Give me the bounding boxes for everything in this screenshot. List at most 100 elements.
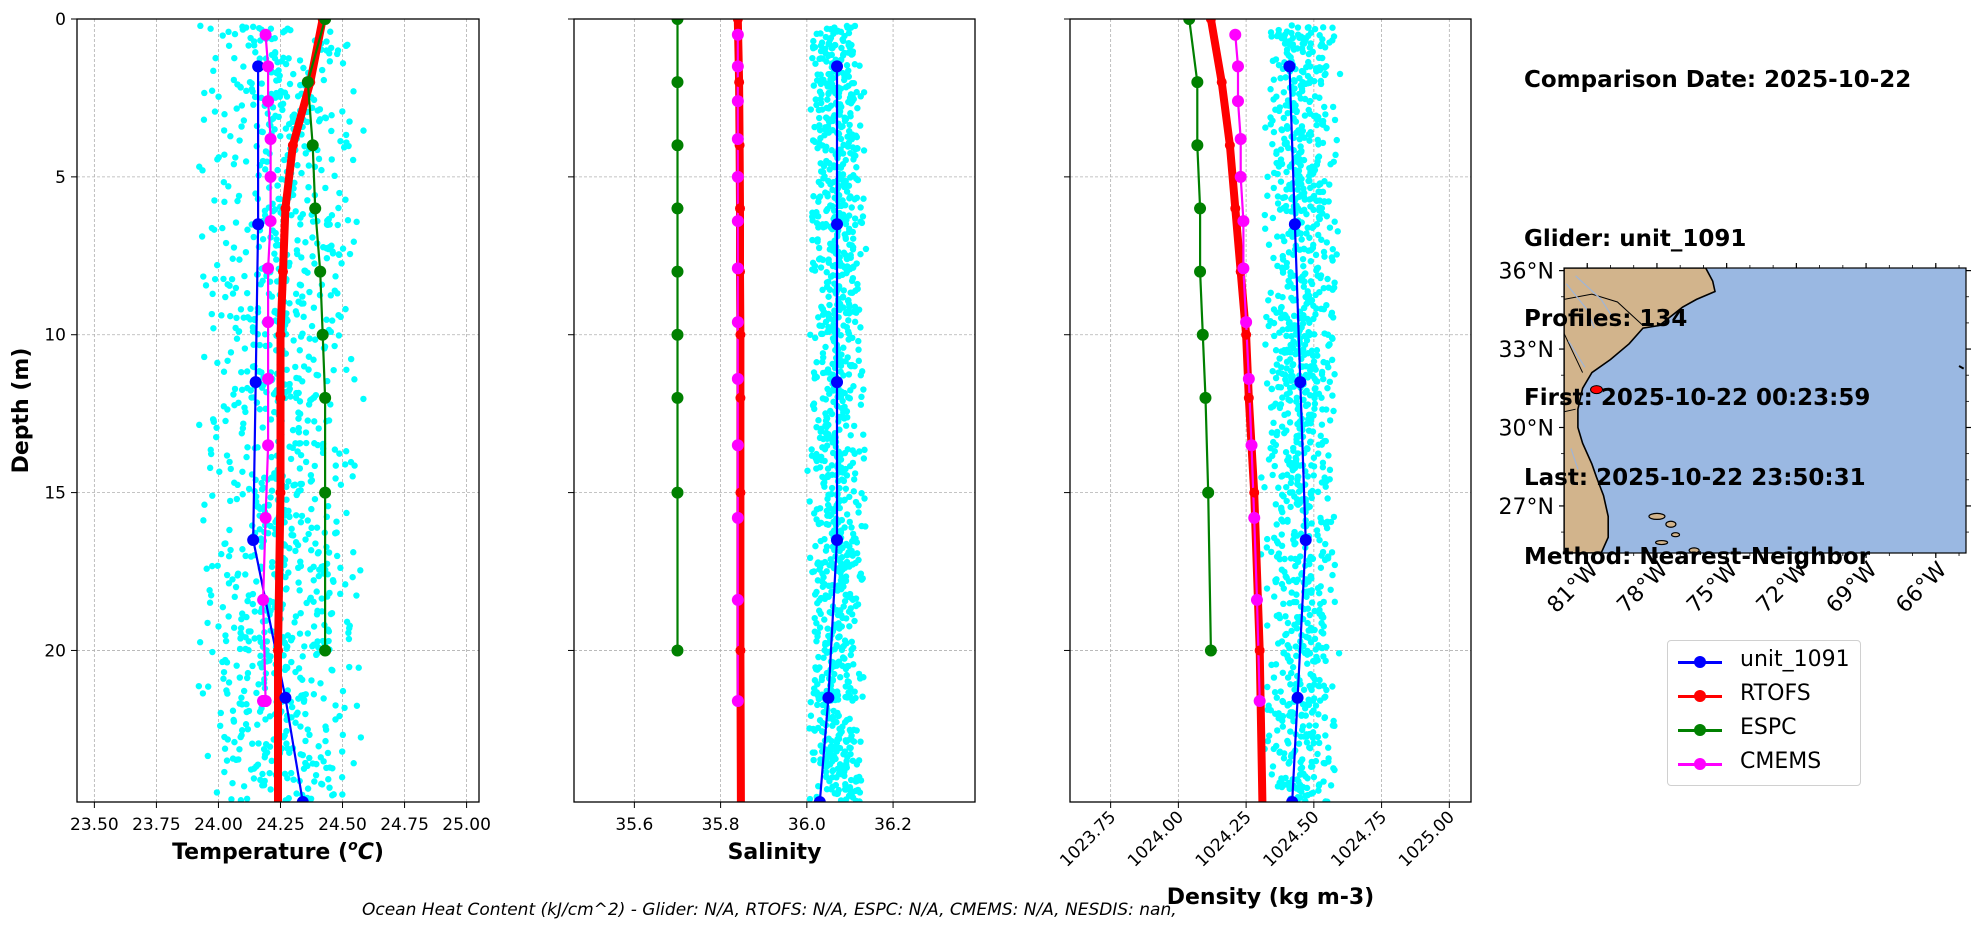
raw-point [342,131,350,139]
raw-point [315,425,322,432]
raw-point [811,614,818,622]
raw-point [271,408,278,416]
raw-point [816,434,824,442]
raw-point [1328,356,1336,364]
marker-espc [1202,486,1215,499]
raw-point [326,221,333,228]
raw-point [1272,710,1279,717]
raw-point [842,84,850,91]
raw-point [323,254,331,262]
raw-point [1284,516,1291,524]
raw-point [269,558,276,566]
raw-point [1334,228,1341,235]
raw-point [249,600,257,608]
raw-point [1325,755,1332,762]
raw-point [1315,153,1323,160]
raw-point [1310,358,1318,365]
raw-point [1316,536,1323,544]
raw-point [811,749,818,756]
raw-point [1316,739,1323,747]
raw-point [840,477,848,485]
raw-point [331,342,338,350]
marker-cmems [731,132,744,145]
raw-point [327,44,335,52]
raw-point [851,470,859,477]
glider-name: Glider: unit_1091 [1524,226,1747,252]
raw-point [296,347,303,354]
raw-point [825,328,832,335]
marker-espc [319,644,332,657]
raw-point [1307,572,1314,580]
raw-point [1291,464,1299,472]
raw-point [812,96,819,103]
marker-cmems [262,439,275,452]
raw-point [1311,607,1318,615]
raw-point [244,444,251,451]
raw-point [1316,288,1323,296]
raw-point [1281,237,1288,245]
raw-point [1305,557,1312,564]
raw-point [285,569,292,576]
raw-point [1283,427,1290,434]
raw-point [849,274,857,282]
x-tick-label: 23.75 [132,815,181,835]
raw-point [818,728,826,735]
raw-point [311,778,318,785]
series-line-cmems [262,34,272,703]
raw-point [294,93,302,100]
raw-point [842,783,849,790]
raw-point [1269,57,1277,65]
raw-point [211,108,219,115]
raw-point [320,76,328,84]
raw-point [1293,500,1300,507]
raw-point [1312,311,1319,318]
raw-point [1306,611,1314,619]
raw-point [833,688,841,695]
raw-point [243,289,251,297]
raw-point [349,573,356,581]
raw-point [1329,683,1336,690]
raw-point [281,666,289,674]
raw-point [1329,571,1336,579]
raw-point [1307,363,1315,370]
raw-point [846,493,853,501]
raw-point [294,448,301,455]
raw-point [1269,452,1276,460]
raw-point [817,756,824,763]
raw-point [258,664,266,671]
marker-cmems [731,262,744,275]
raw-point [1289,34,1297,42]
raw-point [247,553,255,560]
raw-point [331,446,339,453]
raw-point [1314,750,1321,758]
legend-label: CMEMS [1740,749,1822,774]
raw-point [1284,674,1292,681]
raw-point [1298,175,1305,183]
raw-point [287,26,294,34]
raw-point [1312,391,1319,398]
raw-point [250,101,257,108]
raw-point [211,197,218,204]
marker-espc [1191,76,1204,89]
raw-point [1268,385,1275,393]
raw-point [837,559,845,567]
raw-point [1265,322,1272,330]
raw-point [317,680,324,687]
raw-point [273,77,280,84]
raw-point [862,523,869,530]
raw-point [1298,85,1306,92]
raw-point [849,228,857,236]
marker-cmems [264,132,277,145]
raw-point [297,81,304,89]
marker-cmems [257,593,270,606]
raw-point [1310,739,1317,747]
marker-cmems [1234,170,1247,183]
raw-point [843,540,850,548]
raw-point [240,420,247,427]
temperature-panel: 23.50 23.75 24.00 24.25 24.50 24.75 25.0005101… [9,10,491,865]
raw-point [238,123,245,130]
raw-point [1292,459,1300,466]
raw-point [1281,135,1288,143]
raw-point [1308,494,1315,502]
series-lines [1183,19,1312,802]
